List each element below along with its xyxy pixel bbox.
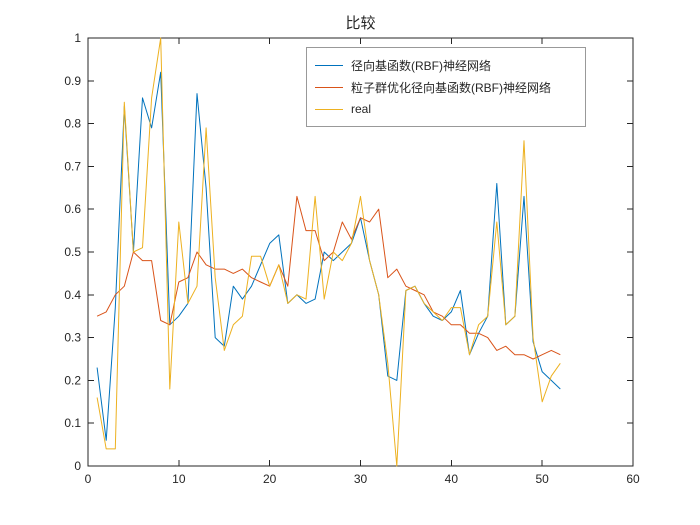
legend: 径向基函数(RBF)神经网络 粒子群优化径向基函数(RBF)神经网络 real <box>306 47 586 127</box>
legend-item-real: real <box>315 98 577 120</box>
legend-label-rbf: 径向基函数(RBF)神经网络 <box>351 58 491 73</box>
y-tick-label: 0.7 <box>64 159 81 173</box>
x-tick-label: 0 <box>85 472 92 486</box>
legend-item-rbf: 径向基函数(RBF)神经网络 <box>315 54 577 76</box>
y-tick-label: 0.4 <box>64 288 81 302</box>
legend-label-real: real <box>351 102 372 116</box>
x-tick-label: 40 <box>445 472 459 486</box>
x-tick-label: 20 <box>263 472 277 486</box>
y-tick-label: 0.6 <box>64 202 81 216</box>
y-tick-label: 0.5 <box>64 245 81 259</box>
legend-line-rbf <box>315 64 343 66</box>
y-tick-label: 0.1 <box>64 416 81 430</box>
y-tick-label: 0 <box>74 459 81 473</box>
x-tick-label: 10 <box>172 472 186 486</box>
x-tick-label: 60 <box>626 472 640 486</box>
y-tick-label: 0.2 <box>64 373 81 387</box>
y-tick-label: 1 <box>74 31 81 45</box>
y-tick-label: 0.3 <box>64 331 81 345</box>
y-tick-label: 0.9 <box>64 74 81 88</box>
legend-line-real <box>315 108 343 110</box>
legend-line-pso-rbf <box>315 86 343 88</box>
x-tick-label: 30 <box>354 472 368 486</box>
y-tick-label: 0.8 <box>64 117 81 131</box>
series-line-2 <box>96 37 561 467</box>
legend-label-pso-rbf: 粒子群优化径向基函数(RBF)神经网络 <box>351 80 551 95</box>
chart-title: 比较 <box>345 15 376 32</box>
legend-item-pso-rbf: 粒子群优化径向基函数(RBF)神经网络 <box>315 76 577 98</box>
x-tick-label: 50 <box>535 472 549 486</box>
